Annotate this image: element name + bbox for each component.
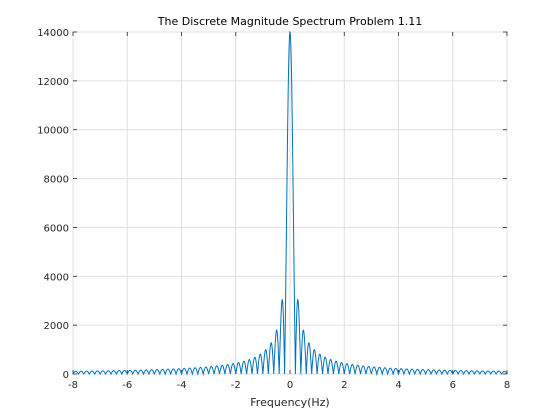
y-tick-label: 0 bbox=[63, 370, 69, 381]
x-tick-label: -4 bbox=[177, 380, 187, 391]
y-tick-labels: 0 2000 4000 6000 8000 10000 12000 14000 bbox=[37, 28, 69, 381]
y-tick-label: 6000 bbox=[44, 223, 69, 234]
y-tick-label: 10000 bbox=[37, 126, 69, 137]
y-tick-label: 2000 bbox=[44, 321, 69, 332]
x-tick-label: -6 bbox=[122, 380, 132, 391]
spectrum-series-line bbox=[72, 30, 508, 376]
y-tick-label: 14000 bbox=[37, 28, 69, 39]
x-axis-label: Frequency(Hz) bbox=[250, 396, 329, 409]
x-tick-label: -2 bbox=[231, 380, 241, 391]
x-tick-label: 4 bbox=[395, 380, 401, 391]
x-tick-label: 6 bbox=[450, 380, 456, 391]
y-tick-label: 8000 bbox=[44, 175, 69, 186]
x-tick-label: 2 bbox=[341, 380, 347, 391]
y-tick-label: 12000 bbox=[37, 77, 69, 88]
x-tick-labels: -8 -6 -4 -2 0 2 4 6 8 bbox=[68, 380, 510, 391]
x-tick-label: 0 bbox=[287, 380, 293, 391]
y-tick-label: 4000 bbox=[44, 272, 69, 283]
x-tick-label: -8 bbox=[68, 380, 78, 391]
chart-title: The Discrete Magnitude Spectrum Problem … bbox=[157, 15, 422, 28]
x-tick-label: 8 bbox=[504, 380, 510, 391]
